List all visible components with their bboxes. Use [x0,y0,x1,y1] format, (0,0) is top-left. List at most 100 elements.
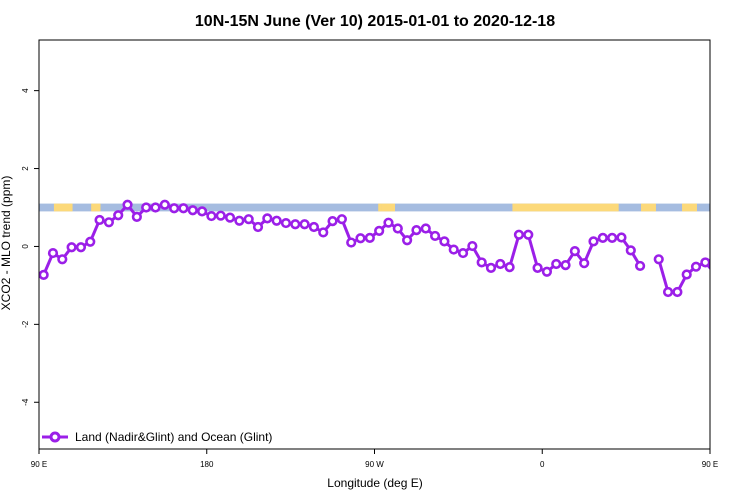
data-point [206,210,217,222]
plot-clip-group [39,199,747,298]
data-point [141,202,152,213]
y-tick-label: -4 [21,398,30,406]
data-point [299,219,310,230]
data-point [355,233,366,244]
data-point [485,262,497,273]
x-tick-label: 180 [200,460,214,469]
data-point [457,247,469,259]
data-point [662,286,674,298]
data-point [94,214,105,226]
data-point [392,223,403,234]
data-point [290,219,301,230]
data-point [625,245,636,256]
data-point [169,203,180,214]
data-point [635,260,646,272]
legend: Land (Nadir&Glint) and Ocean (Glint) [42,430,272,444]
x-tick-label: 90 E [702,460,718,469]
x-tick-label: 0 [540,460,545,469]
data-point [653,254,664,265]
data-point [131,211,142,222]
data-point [374,225,385,236]
data-point [476,257,487,268]
data-point [690,261,702,272]
y-tick-label: 0 [21,244,30,249]
x-tick-label: 90 E [31,460,47,469]
data-point [364,232,375,243]
x-axis-label: Longitude (deg E) [327,476,422,490]
y-tick-label: 2 [21,166,30,171]
data-point [47,247,59,259]
data-point [196,206,208,217]
data-point [252,221,264,233]
data-point [224,212,236,223]
data-point [318,227,329,238]
data-point [327,216,338,227]
land-mask-segment [91,203,101,212]
data-point [187,205,198,216]
data-point [150,202,161,213]
land-mask-segment [381,203,396,212]
data-point [523,229,534,240]
data-point [346,237,357,248]
data-point [336,214,347,225]
data-point [113,210,124,221]
data-point [541,266,553,277]
data-point [308,221,320,233]
data-point [103,217,114,228]
data-point [709,271,710,276]
data-point [66,242,77,253]
chart-title: 10N-15N June (Ver 10) 2015-01-01 to 2020… [195,13,555,30]
data-point [122,199,133,210]
plot-area: 90 E 180 90 W 0 90 E 4 2 0 -2 -4 [21,39,747,469]
data-point [262,213,273,224]
data-point [616,232,627,243]
x-tick-label: 90 W [365,460,384,469]
data-point [597,232,608,243]
data-point [271,215,282,226]
data-point [532,262,543,273]
data-point [579,258,590,269]
data-point [383,217,394,228]
data-point [739,244,747,252]
data-point [720,250,728,258]
data-point [159,199,170,210]
data-point [411,224,422,236]
data-point [700,257,710,268]
data-point [672,286,683,298]
data-point [57,254,68,265]
data-point [234,215,245,226]
data-point [467,240,478,252]
y-axis-label: XCO2 - MLO trend (ppm) [0,176,13,311]
land-mask-segment [682,203,697,212]
data-point [215,210,226,221]
ocean-mask-band [39,203,710,212]
data-point [39,269,49,280]
land-mask-segment [53,203,73,212]
data-point [569,246,580,257]
legend-marker-swatch [49,431,61,443]
data-point [588,236,599,247]
data-point [280,217,292,229]
land-mask-segment [641,203,656,212]
data-point [178,203,189,214]
data-point [448,244,459,255]
data-point [85,236,96,247]
y-tick-label: 4 [21,88,30,93]
data-point [607,232,618,243]
data-point [504,261,515,273]
data-point [729,255,737,263]
legend-label: Land (Nadir&Glint) and Ocean (Glint) [75,430,272,444]
data-point [243,214,254,225]
y-tick-label: -2 [21,320,30,328]
data-point [681,269,692,280]
land-mask-segment [378,203,382,212]
data-point [560,260,571,271]
land-mask-segment [512,203,619,212]
data-point [439,236,450,247]
data-point [495,258,506,270]
data-point [551,258,562,270]
data-point [420,223,431,234]
plot-frame [38,39,711,450]
data-point [75,242,87,253]
